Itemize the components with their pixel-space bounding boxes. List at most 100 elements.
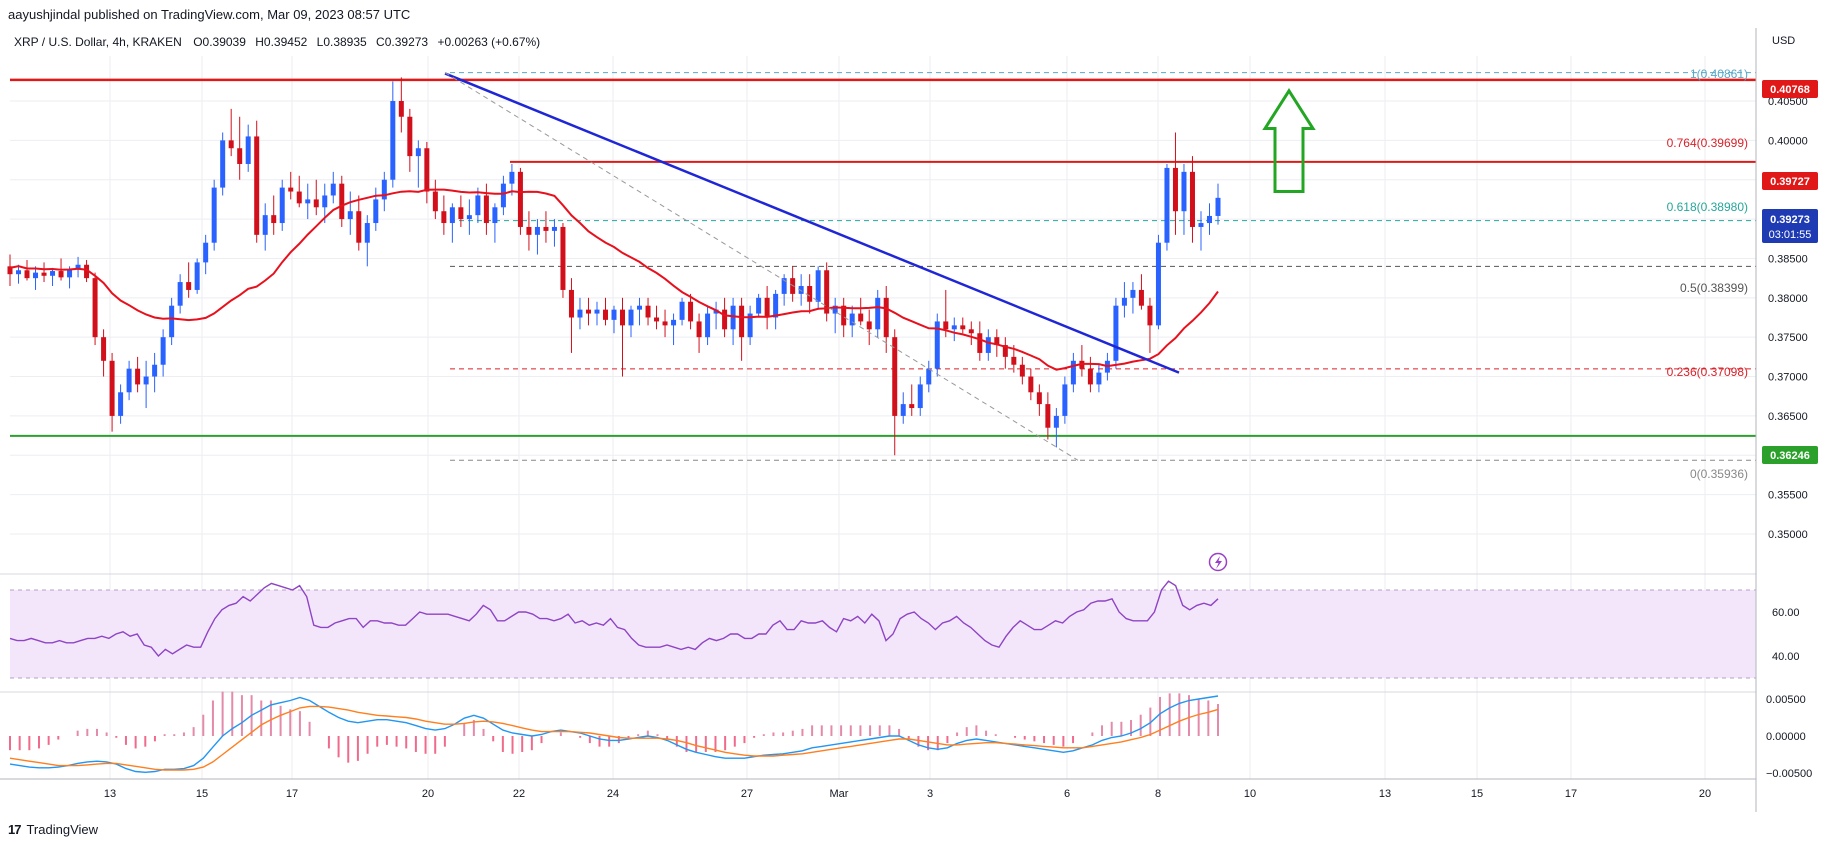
- price-axis-currency: USD: [1772, 35, 1795, 47]
- price-axis[interactable]: USD 0.405000.400000.395000.390000.385000…: [1766, 35, 1812, 780]
- candle-body: [654, 317, 660, 322]
- fibonacci-labels: 1(0.40861) 0.764(0.39699) 0.618(0.38980)…: [1667, 67, 1748, 481]
- lightning-icon[interactable]: [1208, 552, 1228, 572]
- time-tick-label: 3: [927, 788, 933, 800]
- candle-body: [1053, 415, 1059, 428]
- macd-histogram: [9, 691, 1219, 763]
- candle-body: [688, 301, 694, 322]
- symbol-legend[interactable]: XRP / U.S. Dollar, 4h, KRAKEN O0.39039 H…: [14, 35, 540, 49]
- fibonacci-diagonal: [444, 72, 1079, 461]
- candle-body: [1036, 392, 1042, 405]
- fib-label-1: 1(0.40861): [1690, 67, 1748, 81]
- macd-tick-label: −0.00500: [1766, 768, 1812, 780]
- time-tick-label: 17: [1565, 788, 1577, 800]
- candle-body: [1138, 289, 1144, 306]
- candle-body: [220, 140, 226, 188]
- candle-body: [373, 199, 379, 224]
- candle-body: [41, 272, 47, 276]
- footer: 17 TradingView: [0, 812, 1834, 845]
- rsi-tick-label: 60.00: [1772, 607, 1800, 619]
- candle-body: [534, 226, 540, 235]
- candle-body: [177, 282, 183, 306]
- candle-body: [415, 148, 421, 157]
- moving-average-line: [9, 188, 1219, 371]
- price-tick-label: 0.38500: [1768, 253, 1808, 265]
- candle-body: [279, 187, 285, 224]
- current-price-tag-text: 0.39273: [1770, 214, 1810, 226]
- candle-body: [1096, 372, 1102, 385]
- candle-body: [75, 264, 81, 270]
- candle-body: [1130, 289, 1136, 298]
- candle-body: [679, 301, 685, 320]
- ohlc-high: H0.39452: [255, 35, 307, 49]
- candle-body: [1062, 384, 1068, 416]
- svg-text:XRP / U.S. Dollar, 4h, KRAKEN: XRP / U.S. Dollar, 4h, KRAKEN O0.39039 H…: [14, 35, 540, 49]
- candle-body: [347, 211, 353, 220]
- resistance-tag: [1762, 80, 1818, 98]
- candle-body: [628, 309, 634, 326]
- candle-body: [756, 297, 762, 314]
- time-tick-label: 6: [1064, 788, 1070, 800]
- price-tick-label: 0.36500: [1768, 411, 1808, 423]
- candlesticks: [7, 77, 1221, 456]
- candle-body: [543, 226, 549, 231]
- fib-label-05: 0.5(0.38399): [1680, 281, 1748, 295]
- candle-body: [160, 337, 166, 365]
- candle-body: [1002, 345, 1008, 357]
- candle-body: [16, 270, 22, 275]
- tradingview-logo-icon: 17: [8, 822, 22, 837]
- price-tick-label: 0.35000: [1768, 529, 1808, 541]
- time-tick-label: 20: [1699, 788, 1711, 800]
- candle-body: [364, 223, 370, 243]
- ohlc-close: C0.39273: [376, 35, 428, 49]
- candle-body: [1070, 360, 1076, 385]
- fib-label-0618: 0.618(0.38980): [1667, 200, 1748, 214]
- current-price-tag: [1762, 209, 1818, 243]
- tradingview-logo[interactable]: 17 TradingView: [8, 822, 98, 837]
- fib-label-0236: 0.236(0.37098): [1667, 365, 1748, 379]
- candle-body: [390, 101, 396, 180]
- candle-body: [722, 309, 728, 330]
- time-tick-label: 17: [286, 788, 298, 800]
- tradingview-brand: TradingView: [26, 822, 99, 837]
- fib-label-0: 0(0.35936): [1690, 467, 1748, 481]
- candle-body: [917, 384, 923, 409]
- chart-area[interactable]: 1(0.40861) 0.764(0.39699) 0.618(0.38980)…: [0, 28, 1834, 812]
- candle-body: [262, 215, 268, 235]
- signal-line: [9, 705, 1219, 771]
- candle-body: [602, 309, 608, 320]
- candle-body: [1164, 167, 1170, 243]
- candle-body: [866, 321, 872, 330]
- candle-body: [458, 207, 464, 220]
- candle-body: [254, 136, 260, 235]
- candle-body: [24, 270, 30, 279]
- candle-body: [696, 321, 702, 338]
- time-tick-label: 15: [1471, 788, 1483, 800]
- candle-body: [909, 404, 915, 409]
- candle-body: [381, 179, 387, 200]
- level-tag-text: 0.39727: [1770, 176, 1810, 188]
- candle-body: [858, 313, 864, 322]
- price-tick-label: 0.40000: [1768, 135, 1808, 147]
- time-axis[interactable]: 13 15 17 20 22 24 27 Mar 3 6 8 10 13 15 17 20: [104, 788, 1711, 800]
- candle-body: [92, 278, 98, 338]
- candle-body: [1206, 215, 1212, 224]
- candle-body: [1181, 171, 1187, 212]
- symbol-name: XRP / U.S. Dollar, 4h, KRAKEN: [14, 35, 182, 49]
- candle-body: [551, 226, 557, 231]
- candle-body: [645, 305, 651, 318]
- bearish-trendline[interactable]: [444, 72, 1180, 374]
- candle-body: [773, 293, 779, 318]
- candle-body: [577, 309, 583, 318]
- candle-body: [118, 392, 124, 416]
- candle-body: [934, 321, 940, 369]
- level-tag: [1762, 172, 1818, 190]
- macd-tick-label: 0.00500: [1766, 694, 1806, 706]
- candle-body: [432, 191, 438, 212]
- candle-body: [662, 321, 668, 326]
- countdown-tag-text: 03:01:55: [1769, 229, 1812, 241]
- price-change: +0.00263 (+0.67%): [437, 35, 540, 49]
- candle-body: [832, 305, 838, 314]
- candle-body: [152, 364, 158, 377]
- candle-body: [143, 376, 149, 385]
